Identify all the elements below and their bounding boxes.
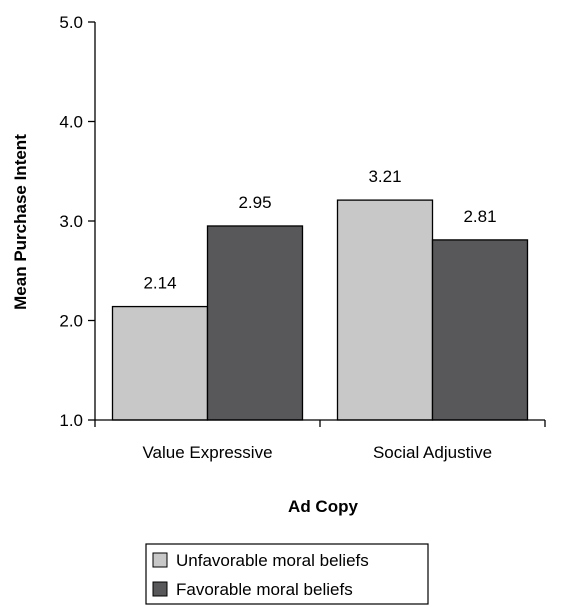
y-tick-label: 3.0 xyxy=(59,212,83,231)
bars xyxy=(111,199,529,421)
value-labels: 2.14 2.95 3.21 2.81 xyxy=(143,167,496,292)
bar xyxy=(431,239,529,421)
y-tick-label: 1.0 xyxy=(59,411,83,430)
legend-swatch xyxy=(152,552,168,568)
bar xyxy=(336,199,434,421)
axes: 1.0 2.0 3.0 4.0 5.0 xyxy=(59,13,546,430)
bar-value-label: 2.95 xyxy=(238,193,271,212)
legend-label: Unfavorable moral beliefs xyxy=(176,551,369,570)
category-labels: Value Expressive Social Adjustive xyxy=(142,443,492,462)
legend-label: Favorable moral beliefs xyxy=(176,580,353,599)
legend-frame xyxy=(145,543,429,605)
legend-swatch xyxy=(152,581,168,597)
category-label: Value Expressive xyxy=(142,443,272,462)
y-tick-label: 5.0 xyxy=(59,13,83,32)
bar-value-label: 2.14 xyxy=(143,274,176,293)
bar-value-label: 2.81 xyxy=(463,207,496,226)
bar xyxy=(111,305,209,421)
legend: Unfavorable moral beliefs Favorable moral… xyxy=(145,543,429,605)
x-axis-title: Ad Copy xyxy=(288,497,358,516)
y-axis-title: Mean Purchase Intent xyxy=(11,134,30,310)
bar-value-label: 3.21 xyxy=(368,167,401,186)
category-label: Social Adjustive xyxy=(373,443,492,462)
bar xyxy=(206,225,304,421)
y-tick-label: 4.0 xyxy=(59,113,83,132)
y-tick-label: 2.0 xyxy=(59,312,83,331)
